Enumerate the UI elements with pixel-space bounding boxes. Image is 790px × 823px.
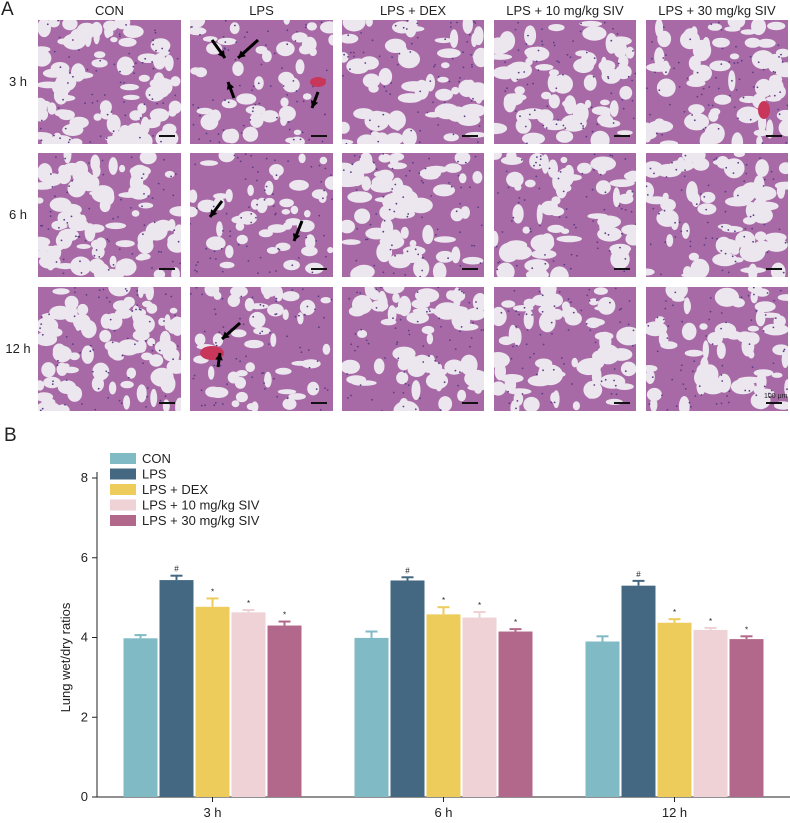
legend-label: LPS + 30 mg/kg SIV (142, 513, 260, 528)
micrograph-tile (494, 20, 636, 144)
micrograph-tile (646, 287, 788, 411)
arrow-icon (293, 233, 301, 241)
x-tick-label: 6 h (434, 805, 452, 820)
scale-bar (614, 135, 630, 137)
legend-swatch (110, 453, 136, 464)
micrograph-tile (38, 287, 181, 411)
micrograph-tile (190, 287, 333, 411)
bar (123, 638, 158, 797)
bar (390, 580, 425, 797)
arrow-icon (210, 209, 218, 217)
y-tick-label: 6 (81, 550, 88, 565)
bar (426, 614, 461, 797)
significance-mark: * (478, 601, 481, 610)
wet-dry-ratio-chart: 0 2 4 6 8 Lung wet/dry ratios 3 h # * * * 6 h # * * * 12… (58, 451, 790, 820)
scale-bar (159, 268, 175, 270)
scale-bar (462, 135, 478, 137)
row-label: 3 h (8, 74, 28, 89)
significance-mark: * (247, 599, 250, 608)
scale-bar (614, 268, 630, 270)
significance-mark: * (283, 611, 286, 620)
micrograph-tile (38, 20, 181, 144)
bar (693, 629, 728, 797)
row-label: 12 h (5, 341, 31, 356)
arrow-icon (238, 50, 246, 58)
y-axis-label: Lung wet/dry ratios (58, 602, 73, 712)
significance-mark: * (673, 608, 676, 617)
micrograph-tile (342, 287, 484, 411)
legend-label: LPS + DEX (142, 482, 208, 497)
arrow-icon (226, 82, 235, 90)
bar (462, 617, 497, 797)
significance-mark: * (442, 596, 445, 605)
scale-bar (311, 135, 327, 137)
y-tick-label: 0 (81, 789, 88, 804)
significance-mark: # (405, 566, 410, 575)
legend-label: LPS + 10 mg/kg SIV (142, 498, 260, 513)
legend-swatch (110, 515, 136, 526)
legend-swatch (110, 468, 136, 480)
bar (354, 637, 389, 797)
micrograph-tile (646, 20, 788, 144)
scale-bar (311, 402, 327, 404)
panel-a-letter: A (1, 0, 14, 20)
scale-bar (159, 402, 175, 404)
legend-label: CON (142, 451, 171, 466)
panel-b-letter: B (4, 425, 17, 446)
y-tick-label: 8 (81, 470, 88, 485)
column-header: LPS + 30 mg/kg SIV (658, 3, 776, 18)
micrograph-tile (342, 153, 484, 277)
micrograph-tile (494, 153, 636, 277)
y-tick-label: 2 (81, 709, 88, 724)
bar (621, 585, 656, 797)
significance-mark: * (514, 618, 517, 627)
legend-swatch (110, 484, 136, 495)
bar (585, 641, 620, 797)
y-tick-label: 4 (81, 630, 88, 645)
scale-bar (159, 135, 175, 137)
column-header: LPS + 10 mg/kg SIV (506, 3, 624, 18)
significance-mark: # (174, 565, 179, 574)
legend-swatch (110, 499, 136, 511)
bar (267, 625, 302, 797)
scale-bar-label: 100 μm (764, 393, 788, 400)
bar (729, 639, 764, 797)
x-tick-label: 12 h (662, 805, 687, 820)
significance-mark: * (211, 587, 214, 596)
bar (159, 580, 194, 797)
micrograph-tile (342, 20, 484, 144)
micrograph-tile (646, 153, 788, 277)
arrow-icon (310, 100, 319, 108)
arrow-icon (215, 353, 223, 361)
scale-bar (614, 402, 630, 404)
micrograph-tile (38, 153, 181, 277)
arrow-icon (217, 50, 225, 58)
column-header: CON (95, 3, 124, 18)
significance-mark: # (636, 570, 641, 579)
micrograph-tile (494, 287, 636, 411)
x-tick-label: 3 h (203, 805, 221, 820)
arrow-icon (222, 331, 230, 339)
micrograph-tile (190, 153, 333, 277)
bar (498, 631, 533, 797)
scale-bar (766, 402, 782, 404)
bar (657, 622, 692, 797)
scale-bar (311, 268, 327, 270)
scale-bar (766, 135, 782, 137)
significance-mark: * (745, 625, 748, 634)
row-label: 6 h (8, 207, 28, 222)
bar (195, 606, 230, 797)
legend-label: LPS (142, 467, 167, 482)
scale-bar (766, 268, 782, 270)
column-header: LPS + DEX (379, 3, 447, 18)
scale-bar (462, 268, 478, 270)
significance-mark: * (709, 617, 712, 626)
micrograph-tile (190, 20, 333, 144)
bar (231, 612, 266, 797)
column-header: LPS (249, 3, 274, 18)
scale-bar (462, 402, 478, 404)
